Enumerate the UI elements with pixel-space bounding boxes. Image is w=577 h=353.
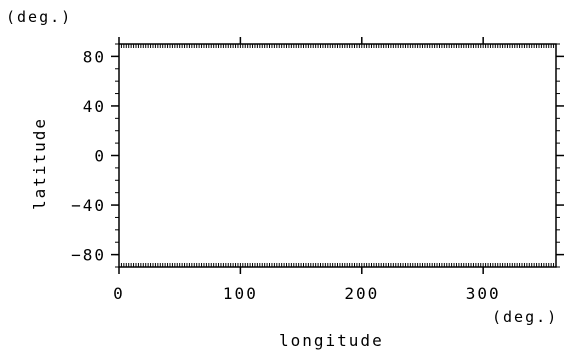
x-axis-unit: (deg.) — [492, 308, 558, 326]
plot-frame — [118, 43, 557, 268]
y-tick-label: −40 — [71, 196, 106, 215]
plot-area — [118, 43, 557, 268]
x-tick-label: 200 — [344, 284, 379, 303]
y-tick-label: 80 — [83, 47, 106, 66]
axis-ticks — [111, 37, 564, 274]
y-tick-label: −80 — [71, 246, 106, 265]
y-tick-label: 40 — [83, 97, 106, 116]
y-tick-label: 0 — [94, 147, 106, 166]
y-axis-title: latitude — [30, 117, 49, 210]
x-axis-title: longitude — [279, 331, 384, 350]
axis-labels: 0 100 200 300 80 40 0 −40 −80 — [71, 47, 501, 303]
x-tick-label: 0 — [113, 284, 125, 303]
y-axis-unit: (deg.) — [6, 8, 72, 26]
x-tick-label: 100 — [223, 284, 258, 303]
x-tick-label: 300 — [466, 284, 501, 303]
